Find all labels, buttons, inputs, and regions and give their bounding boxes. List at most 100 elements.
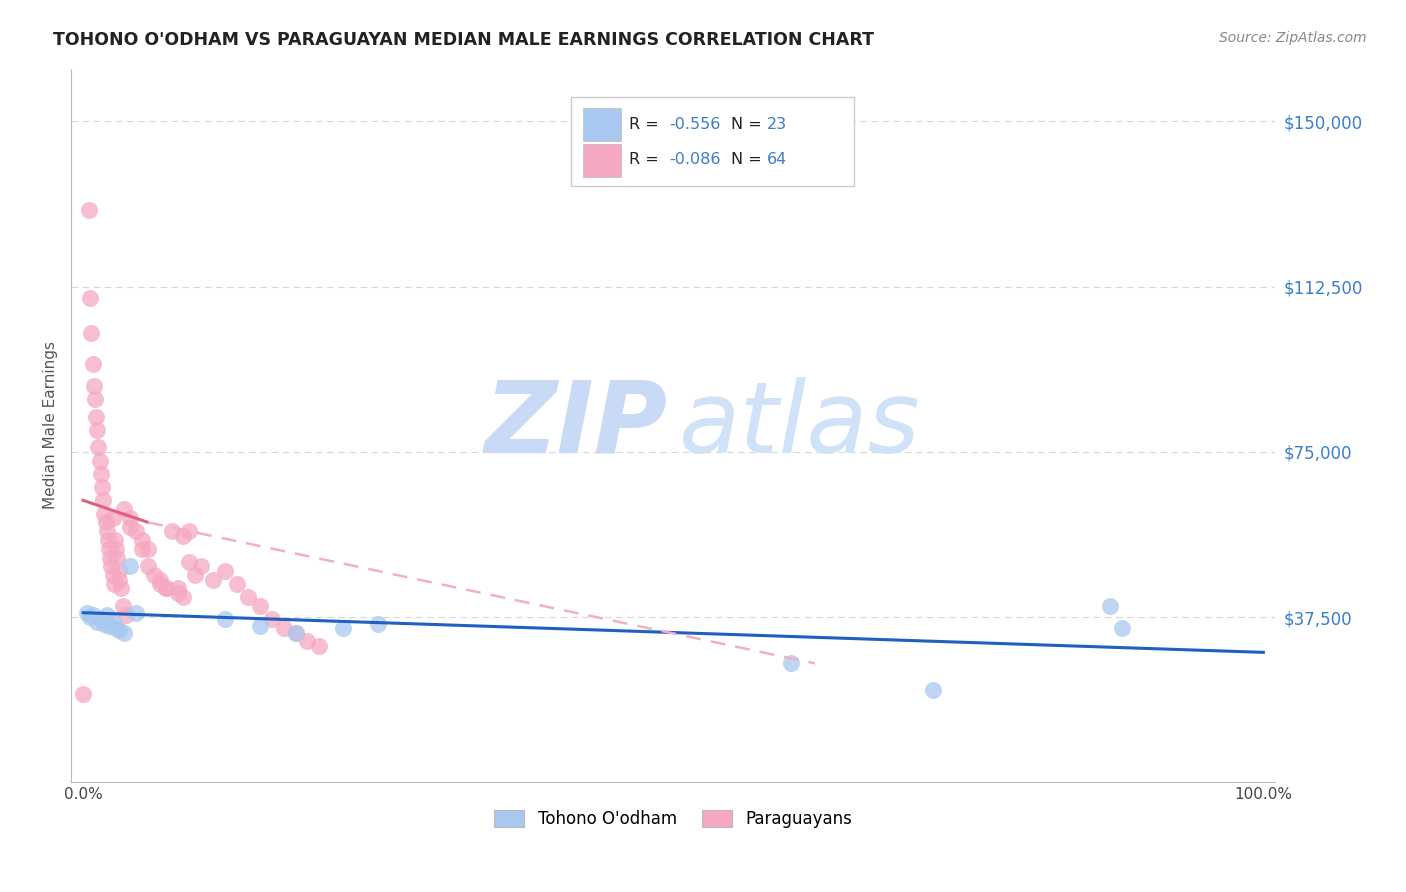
Point: [1111, 621, 1133, 635]
Point: [90, 612, 112, 626]
Point: [105, 621, 128, 635]
Point: [136, 541, 159, 556]
Point: [103, 577, 125, 591]
Point: [105, 550, 128, 565]
Point: [922, 682, 945, 697]
Point: [125, 606, 148, 620]
Text: -0.086: -0.086: [669, 153, 721, 168]
Legend: Tohono O'odham, Paraguayans: Tohono O'odham, Paraguayans: [488, 803, 859, 835]
Point: [249, 619, 271, 633]
Text: atlas: atlas: [679, 377, 921, 474]
Point: [112, 599, 135, 613]
Point: [112, 502, 135, 516]
Text: R =: R =: [628, 153, 664, 168]
Point: [97, 533, 120, 547]
Point: [120, 559, 142, 574]
Point: [332, 621, 354, 635]
Text: 23: 23: [768, 117, 787, 132]
Point: [273, 621, 295, 635]
Text: N =: N =: [731, 117, 766, 132]
Point: [100, 559, 122, 574]
Point: [179, 524, 201, 539]
Point: [120, 511, 142, 525]
Point: [149, 573, 172, 587]
FancyBboxPatch shape: [583, 109, 621, 141]
Point: [84, 392, 107, 406]
Point: [155, 582, 177, 596]
Text: -0.556: -0.556: [669, 117, 721, 132]
Point: [107, 564, 129, 578]
Point: [131, 541, 153, 556]
Text: 64: 64: [768, 153, 787, 168]
Point: [93, 507, 115, 521]
FancyBboxPatch shape: [583, 145, 621, 177]
Point: [125, 524, 148, 539]
Point: [112, 625, 135, 640]
Text: N =: N =: [731, 153, 766, 168]
Point: [104, 533, 127, 547]
Point: [101, 615, 124, 629]
Point: [149, 577, 172, 591]
Point: [1098, 599, 1121, 613]
Point: [155, 582, 177, 596]
Point: [107, 624, 129, 638]
Point: [94, 516, 117, 530]
Point: [238, 591, 260, 605]
Point: [120, 520, 142, 534]
Point: [249, 599, 271, 613]
Point: [172, 591, 194, 605]
Text: TOHONO O'ODHAM VS PARAGUAYAN MEDIAN MALE EARNINGS CORRELATION CHART: TOHONO O'ODHAM VS PARAGUAYAN MEDIAN MALE…: [53, 31, 875, 49]
Point: [105, 541, 128, 556]
Point: [214, 612, 236, 626]
Point: [96, 607, 118, 622]
Point: [284, 625, 307, 640]
Point: [160, 524, 183, 539]
Point: [76, 606, 98, 620]
Point: [98, 619, 121, 633]
Point: [225, 577, 247, 591]
Point: [93, 616, 115, 631]
Point: [114, 607, 136, 622]
Point: [201, 573, 224, 587]
Point: [91, 480, 114, 494]
Point: [107, 573, 129, 587]
Point: [84, 409, 107, 424]
Point: [308, 639, 330, 653]
Point: [367, 616, 389, 631]
Point: [77, 202, 100, 217]
Point: [89, 453, 111, 467]
Point: [98, 541, 121, 556]
Point: [90, 467, 112, 481]
Point: [86, 615, 108, 629]
Text: ZIP: ZIP: [484, 377, 668, 474]
Point: [172, 528, 194, 542]
Y-axis label: Median Male Earnings: Median Male Earnings: [44, 342, 58, 509]
Point: [142, 568, 165, 582]
Point: [136, 559, 159, 574]
Point: [86, 423, 108, 437]
Text: R =: R =: [628, 117, 664, 132]
Point: [87, 441, 110, 455]
Text: Source: ZipAtlas.com: Source: ZipAtlas.com: [1219, 31, 1367, 45]
Point: [780, 657, 803, 671]
Point: [166, 582, 188, 596]
Point: [166, 586, 188, 600]
Point: [79, 610, 101, 624]
Point: [184, 568, 207, 582]
Point: [284, 625, 307, 640]
Point: [82, 607, 104, 622]
Point: [83, 378, 105, 392]
FancyBboxPatch shape: [571, 97, 853, 186]
Point: [131, 533, 153, 547]
Point: [80, 326, 103, 340]
Point: [96, 524, 118, 539]
Point: [82, 357, 104, 371]
Point: [110, 582, 132, 596]
Point: [214, 564, 236, 578]
Point: [72, 687, 94, 701]
Point: [190, 559, 212, 574]
Point: [101, 568, 124, 582]
Point: [98, 550, 121, 565]
Point: [260, 612, 283, 626]
Point: [297, 634, 319, 648]
